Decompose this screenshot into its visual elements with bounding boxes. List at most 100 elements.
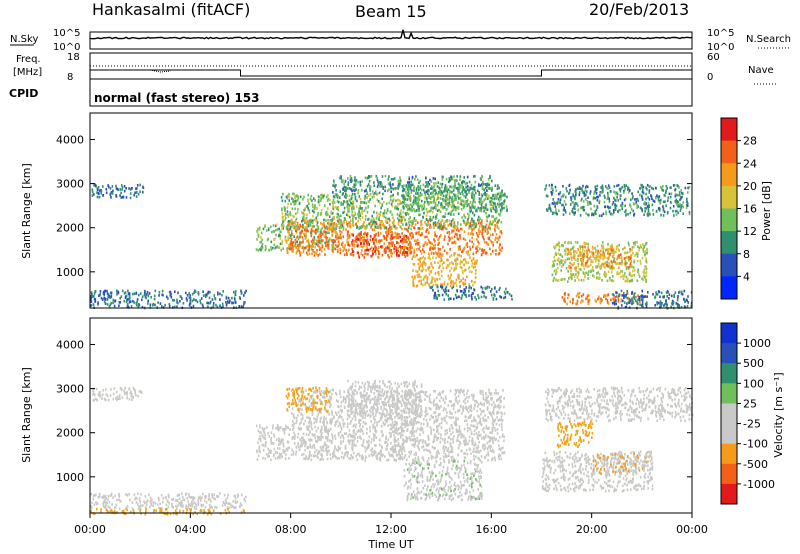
data-cell [343,200,345,203]
data-cell [600,256,602,260]
data-cell [375,190,377,194]
data-cell [369,189,371,192]
data-cell [273,243,276,247]
data-cell [683,305,686,308]
data-cell [361,212,363,215]
data-cell [282,215,284,219]
data-cell [471,218,473,221]
data-cell [576,299,579,303]
data-cell [255,248,258,251]
data-cell [94,393,96,397]
data-cell [357,212,360,216]
data-cell [611,301,614,305]
data-cell [185,505,187,509]
data-cell [367,183,370,186]
data-cell [329,237,331,240]
data-cell [572,193,574,196]
data-cell [97,192,100,195]
data-cell [565,266,568,270]
data-cell [472,245,474,249]
data-cell [289,211,291,214]
data-cell [458,185,461,188]
data-cell [485,211,487,215]
data-cell [337,194,339,198]
data-cell [323,248,326,251]
data-cell [607,205,609,209]
data-cell [501,202,503,205]
data-cell [387,227,390,231]
colorbar-tick-label: 4 [743,270,750,283]
data-cell [604,205,606,208]
data-cell [454,226,456,230]
data-cell [461,190,463,194]
colorbar-segment [721,163,737,187]
data-cell [149,505,151,509]
data-cell [399,202,402,205]
data-cell [174,305,176,309]
data-cell [607,252,609,255]
data-cell [494,294,496,297]
data-cell [607,187,609,190]
data-cell [215,303,217,307]
data-cell [135,303,138,307]
data-cell [180,504,183,508]
data-cell [408,189,410,193]
data-cell [245,495,247,499]
data-cell [499,286,501,290]
data-cell [197,499,199,503]
data-cell [564,195,567,199]
data-cell [576,187,579,190]
data-cell [453,184,455,188]
data-cell [471,232,473,235]
data-cell [657,301,660,305]
data-cell [405,191,407,194]
data-cell [351,179,353,183]
data-cell [559,263,561,266]
data-cell [448,211,451,215]
data-cell [474,276,477,279]
data-cell [375,238,377,241]
data-cell [454,252,457,255]
data-cell [581,197,583,201]
data-cell [471,297,473,301]
data-cell [91,188,94,191]
data-cell [474,180,477,184]
data-cell [464,216,467,219]
data-cell [384,174,387,178]
data-cell [635,295,637,299]
data-cell [479,202,481,205]
data-cell [442,199,445,202]
data-cell [474,259,476,263]
data-cell [344,180,347,184]
data-cell [483,249,486,252]
data-cell [233,290,235,294]
data-cell [153,294,156,298]
data-cell [195,504,198,507]
data-cell [311,252,313,255]
data-cell [642,248,644,251]
data-cell [616,272,618,276]
data-cell [468,286,470,290]
data-cell [558,209,560,212]
data-cell [403,202,406,205]
data-cell [626,289,629,293]
data-cell [459,260,462,263]
data-cell [229,299,231,303]
data-cell [628,301,630,305]
data-cell [286,210,289,213]
data-cell [317,235,319,239]
data-cell [596,184,599,188]
data-cell [291,244,294,247]
data-cell [410,183,413,187]
data-cell [450,200,453,203]
data-cell [446,264,449,267]
data-cell [555,253,557,257]
data-cell [633,260,635,264]
power-panel-frame [89,112,693,309]
data-cell [371,228,374,231]
data-cell [360,201,362,205]
data-cell [293,200,295,203]
data-cell [337,220,340,223]
data-cell [333,240,336,244]
data-cell [402,240,405,244]
